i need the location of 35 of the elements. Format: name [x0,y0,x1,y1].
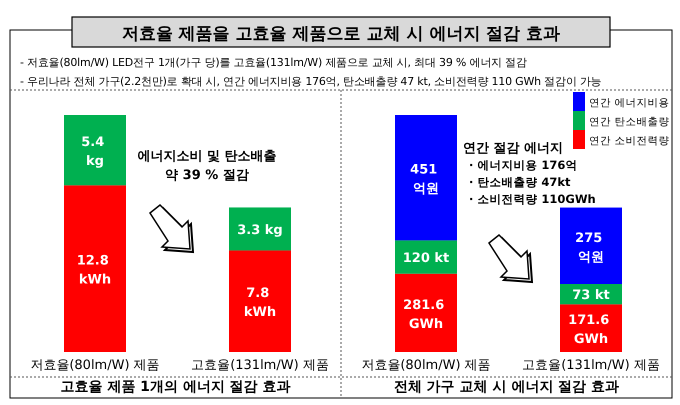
data-label: 281.6 GWh [403,298,449,332]
data-label: 171.6 GWh [568,313,614,348]
x-tick-label: 고효율(131lm/W) 제품 [522,358,660,373]
x-tick-label: 저효율(80lm/W) 제품 [361,358,491,373]
data-label: 120 kt [402,251,450,266]
bar [64,185,126,352]
data-label: 3.3 kg [237,222,283,238]
data-label: 451 억원 [410,162,442,197]
bar [229,207,291,250]
data-label: 275 억원 [575,230,607,265]
bar [395,115,457,240]
bar [229,250,291,352]
data-label: 7.8 kWh [244,286,276,320]
bar [395,274,457,352]
x-axis-title: 전체 가구 교체 시 에너지 절감 효과 [394,379,620,395]
text: - 저효율(80lm/W) LED전구 1개(가구 당)를 고효율(131lm/W) 제품으로 교체 시, 최대 39 % 에너지 절감 [20,56,527,69]
legend-label: 연간 에너지비용 [589,97,670,109]
annotation: · 탄소배출량 47kt [469,175,572,189]
bar [560,208,622,284]
data-label: 73 kt [572,288,610,304]
annotation: 연간 절감 에너지 [463,141,564,156]
bar [64,115,126,186]
annotation: · 소비전력량 110GWh [469,192,596,206]
x-tick-label: 고효율(131lm/W) 제품 [191,358,329,373]
data-label: 12.8 kWh [76,254,114,288]
data-label: 5.4 kg [81,135,109,170]
annotation: · 에너지비용 176억 [469,158,578,172]
annotation: 약 39 % 절감 [165,168,249,183]
legend-label: 연간 탄소배출량 [589,116,670,128]
text: - 우리나라 전체 가구(2.2천만)로 확대 시, 연간 에너지비용 176억, 탄소배출량 47 kt, 소비전력량 110 GWh 절감이 가능 [20,75,602,88]
legend-label: 연간 소비전력량 [589,135,670,147]
annotation: 에너지소비 및 탄소배출 [137,149,277,164]
x-tick-label: 저효율(80lm/W) 제품 [30,358,160,373]
chart-title: 저효율 제품을 고효율 제품으로 교체 시 에너지 절감 효과 [122,24,560,44]
x-axis-title: 고효율 제품 1개의 에너지 절감 효과 [60,379,291,395]
